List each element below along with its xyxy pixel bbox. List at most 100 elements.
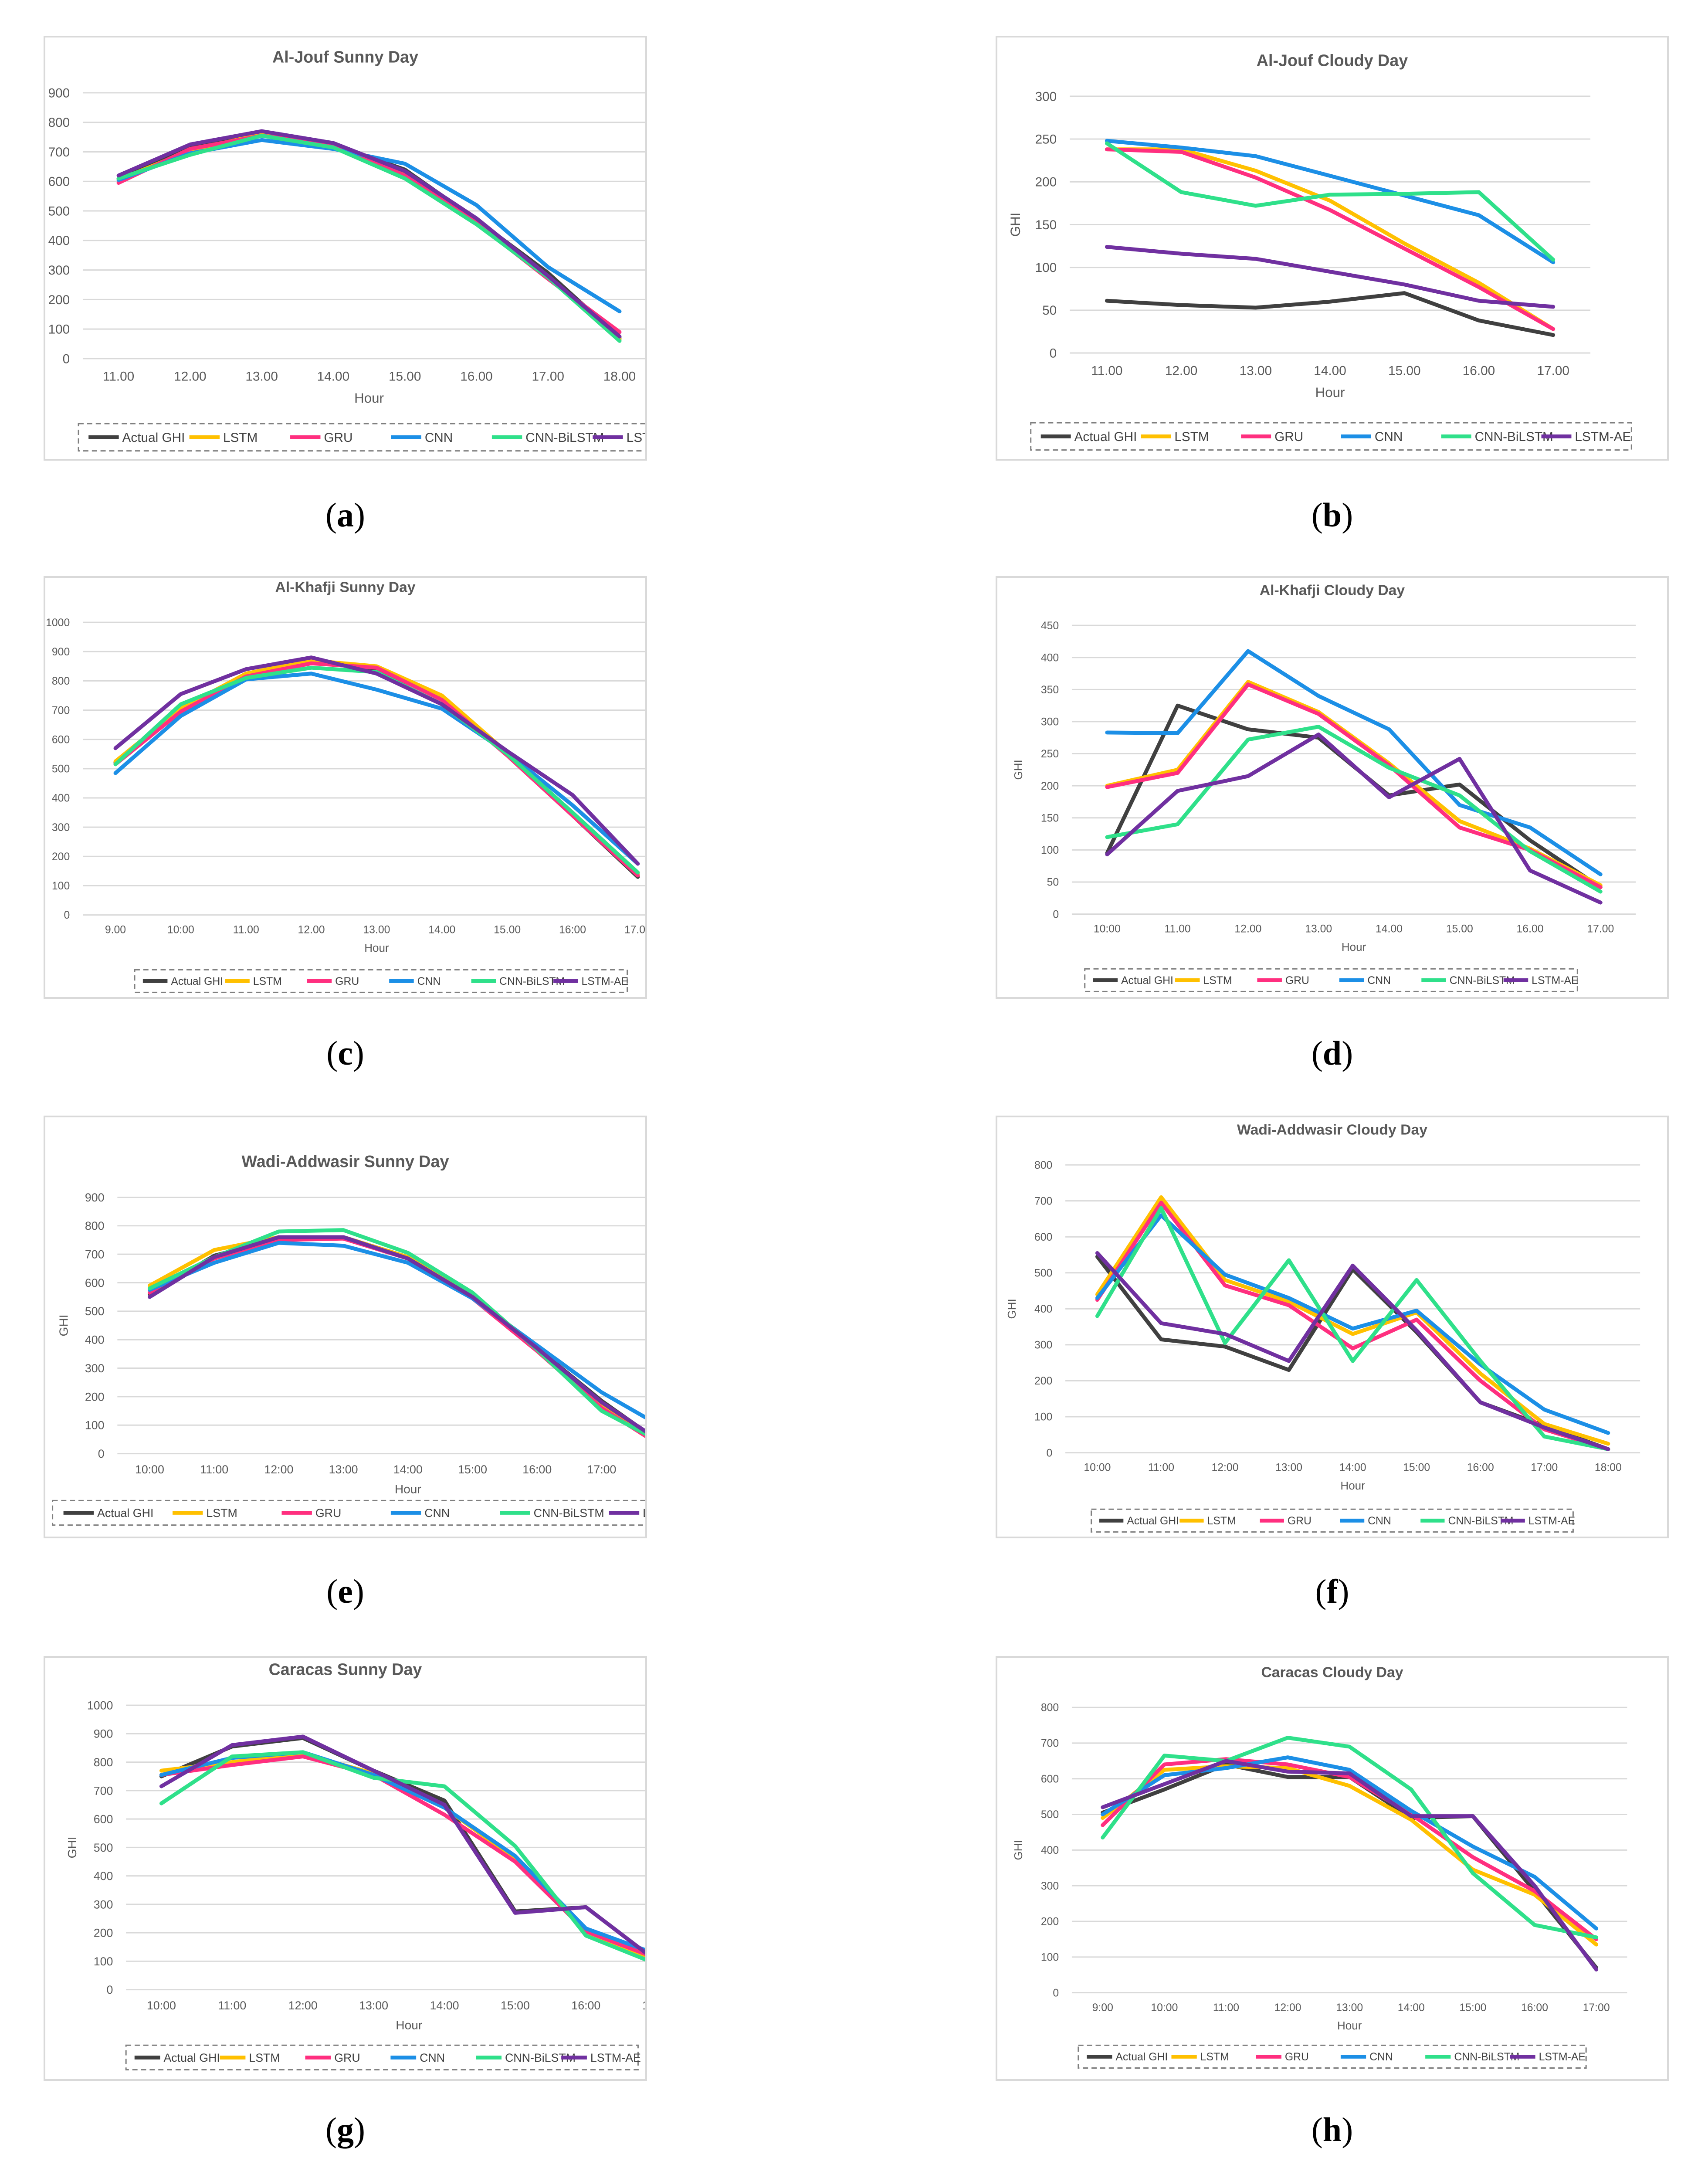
panel-label-d: (d) xyxy=(1311,1034,1353,1072)
x-tick-label: 15:00 xyxy=(458,1463,487,1476)
y-tick-label: 600 xyxy=(94,1813,113,1826)
legend-label: GRU xyxy=(324,431,352,445)
y-tick-label: 800 xyxy=(1041,1702,1059,1714)
panel-letter: e xyxy=(338,1572,353,1610)
x-tick-label: 10:00 xyxy=(1094,923,1121,935)
x-tick-label: 10:00 xyxy=(1151,2002,1178,2014)
y-tick-label: 500 xyxy=(85,1305,105,1318)
y-tick-label: 50 xyxy=(1042,303,1057,318)
y-tick-label: 400 xyxy=(1041,1845,1059,1856)
legend-label: GRU xyxy=(1285,2051,1309,2063)
y-tick-label: 400 xyxy=(52,793,70,804)
y-tick-label: 100 xyxy=(52,880,70,892)
y-tick-label: 200 xyxy=(48,293,70,307)
x-tick-label: 11.00 xyxy=(233,924,259,936)
y-tick-label: 600 xyxy=(48,175,70,189)
y-tick-label: 200 xyxy=(1034,1375,1052,1387)
series-line-cnn xyxy=(113,672,640,866)
series-line-gru xyxy=(1105,147,1556,331)
x-axis-label: Hour xyxy=(396,2019,422,2032)
x-tick-label: 13.00 xyxy=(363,924,390,936)
x-tick-label: 15:00 xyxy=(501,1999,530,2012)
legend-label: CNN-BiLSTM xyxy=(1475,430,1553,444)
y-tick-label: 300 xyxy=(85,1362,105,1375)
y-axis-label: GHI xyxy=(1012,760,1025,780)
y-tick-label: 0 xyxy=(98,1447,105,1460)
legend-label: LSTM xyxy=(1207,1515,1236,1527)
legend-box xyxy=(1078,2044,1587,2069)
y-tick-label: 150 xyxy=(1035,218,1057,232)
y-tick-label: 100 xyxy=(1041,845,1059,856)
chart-panel-b: Al-Jouf Cloudy Day 0 50 100 150 200 250 300 11.0… xyxy=(996,36,1669,461)
y-tick-label: 0 xyxy=(107,1983,113,1996)
y-tick-label: 500 xyxy=(48,204,70,218)
y-tick-label: 400 xyxy=(94,1870,113,1883)
series-line-gru xyxy=(116,133,622,334)
legend-label: CNN xyxy=(425,431,453,445)
legend-label: GRU xyxy=(1274,430,1303,444)
x-tick-label: 12.00 xyxy=(1165,364,1197,378)
y-tick-label: 200 xyxy=(94,1927,113,1940)
x-tick-label: 17.00 xyxy=(1587,923,1614,935)
series-line-gru xyxy=(1101,1757,1599,1941)
x-tick-label: 13.00 xyxy=(1240,364,1272,378)
y-tick-label: 900 xyxy=(48,86,70,100)
y-tick-label: 800 xyxy=(48,115,70,130)
legend-label: LSTM-AE xyxy=(1528,1515,1575,1527)
y-tick-label: 500 xyxy=(94,1841,113,1854)
x-tick-label: 12:00 xyxy=(288,1999,318,2012)
x-tick-label: 12:00 xyxy=(1274,2002,1301,2014)
x-tick-label: 15:00 xyxy=(1459,2002,1486,2014)
series-line-cnn xyxy=(1095,1213,1610,1435)
series-line-cnn xyxy=(1105,139,1556,265)
y-tick-label: 900 xyxy=(52,646,70,658)
series-line-lstm-ae xyxy=(1095,1251,1610,1451)
legend-label: CNN xyxy=(1369,2051,1393,2063)
x-tick-label: 12:00 xyxy=(264,1463,293,1476)
panel-letter: c xyxy=(338,1034,353,1072)
legend-label: GRU xyxy=(315,1507,341,1520)
x-tick-label: 11:00 xyxy=(218,1999,246,2012)
series-line-actual-ghi xyxy=(113,660,640,879)
x-tick-label: 13.00 xyxy=(1305,923,1332,935)
chart-title: Al-Khafji Sunny Day xyxy=(275,579,415,596)
series-line-lstm-ae xyxy=(159,1734,645,1955)
panel-letter: h xyxy=(1322,2111,1342,2148)
series-line-cnn-bilstm xyxy=(159,1750,645,1962)
y-tick-label: 300 xyxy=(94,1898,113,1911)
legend-label: LSTM-AE xyxy=(1539,2051,1586,2063)
x-tick-label: 18:00 xyxy=(1595,1462,1622,1474)
legend-label: GRU xyxy=(1285,975,1309,987)
chart-svg-a: Al-Jouf Sunny Day 0 100 200 300 400 500 600 700 8… xyxy=(48,48,645,452)
series-line-actual-ghi xyxy=(1105,703,1603,889)
legend-label: LSTM xyxy=(249,2051,280,2064)
panel-letter: f xyxy=(1326,1572,1338,1610)
x-axis-label: Hour xyxy=(1315,385,1345,400)
panel-label-f: (f) xyxy=(1315,1572,1349,1610)
x-tick-label: 17:00 xyxy=(1531,1462,1558,1474)
chart-title: Al-Jouf Sunny Day xyxy=(272,48,418,66)
x-tick-label: 15.00 xyxy=(389,369,421,383)
series-line-cnn xyxy=(116,138,622,313)
x-axis-label: Hour xyxy=(1337,2019,1362,2032)
y-tick-label: 800 xyxy=(52,675,70,687)
panel-label-b: (b) xyxy=(1311,496,1353,534)
y-tick-label: 500 xyxy=(1034,1267,1052,1279)
x-axis-label: Hour xyxy=(354,390,384,406)
legend-label: LSTM xyxy=(206,1507,237,1520)
series-line-actual-ghi xyxy=(1101,1762,1599,1970)
x-tick-label: 17:00 xyxy=(587,1463,616,1476)
x-tick-label: 13:00 xyxy=(1336,2002,1363,2014)
y-tick-label: 200 xyxy=(1035,175,1057,190)
x-tick-label: 9.00 xyxy=(105,924,126,936)
legend-label: Actual GHI xyxy=(1127,1515,1179,1527)
legend-label: Actual GHI xyxy=(122,431,185,445)
y-tick-label: 200 xyxy=(1041,780,1059,792)
legend-label: LSTM-AE xyxy=(590,2051,641,2064)
y-tick-label: 100 xyxy=(48,322,70,337)
series-line-lstm-ae xyxy=(1101,1759,1599,1971)
y-axis-label: GHI xyxy=(65,1836,79,1858)
legend-label: LSTM xyxy=(253,976,282,987)
y-tick-label: 700 xyxy=(85,1248,105,1261)
legend-label: LSTM-AE xyxy=(581,976,628,987)
